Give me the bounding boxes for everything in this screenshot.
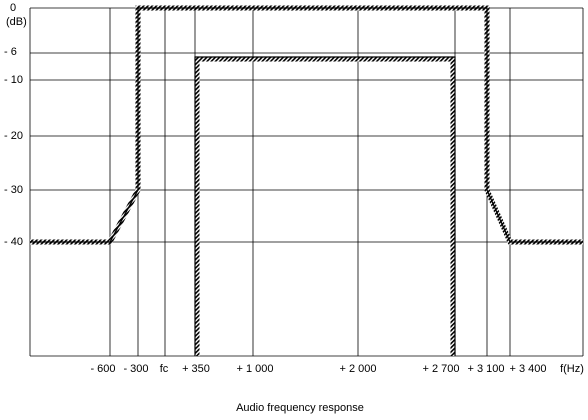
outer-mask xyxy=(30,5,583,245)
y-unit: (dB) xyxy=(6,16,27,28)
mask-edge xyxy=(30,7,583,243)
x-label: + 2 700 xyxy=(422,363,459,375)
y-label: - 6 xyxy=(4,46,17,58)
x-label: f(Hz) xyxy=(560,363,584,375)
caption: Audio frequency response xyxy=(236,402,364,414)
y-label: - 20 xyxy=(4,130,23,142)
mask-edge xyxy=(194,56,456,356)
x-label: + 350 xyxy=(182,363,210,375)
x-label: + 3 400 xyxy=(509,363,546,375)
y-label: 0 xyxy=(10,2,16,14)
inner-mask xyxy=(194,56,456,356)
x-label: - 300 xyxy=(123,363,148,375)
x-labels: - 600 - 300 fc + 350 + 1 000 + 2 000 + 2… xyxy=(90,363,583,375)
x-label: fc xyxy=(160,363,169,375)
x-label: + 1 000 xyxy=(236,363,273,375)
y-label: - 10 xyxy=(4,74,23,86)
x-label: + 3 100 xyxy=(467,363,504,375)
y-label: - 40 xyxy=(4,236,23,248)
x-label: + 2 000 xyxy=(339,363,376,375)
x-label: - 600 xyxy=(90,363,115,375)
y-labels: 0 (dB) - 6 - 10 - 20 - 30 - 40 xyxy=(4,2,27,248)
y-label: - 30 xyxy=(4,184,23,196)
